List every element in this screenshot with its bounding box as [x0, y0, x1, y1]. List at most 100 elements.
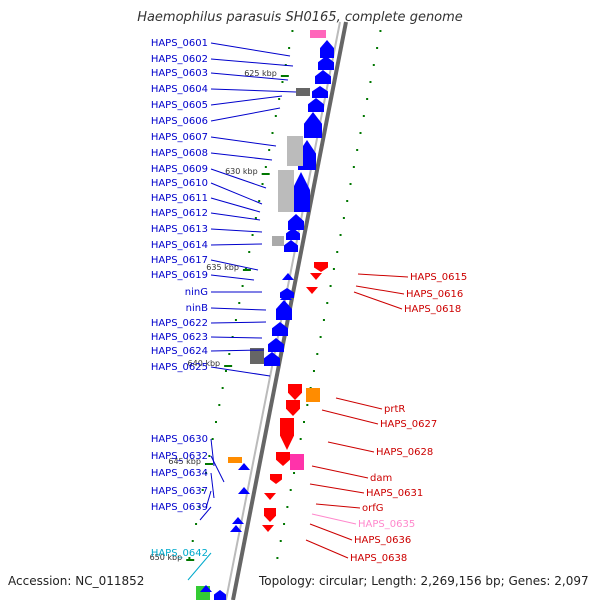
gene-feature	[312, 86, 328, 98]
left-gene-label[interactable]: HAPS_0604	[151, 84, 208, 95]
right-gene-label[interactable]: HAPS_0616	[406, 289, 463, 300]
tick-mark	[291, 30, 294, 32]
right-gene-label[interactable]: dam	[370, 473, 392, 484]
right-gene-label[interactable]: orfG	[362, 503, 384, 514]
left-gene-label[interactable]: HAPS_0632	[151, 451, 208, 462]
kbp-label: 635 kbp	[206, 263, 239, 272]
tick-mark	[332, 268, 335, 270]
left-gene-label[interactable]: HAPS_0607	[151, 132, 208, 143]
gene-feature	[272, 322, 288, 336]
gene-feature	[315, 70, 331, 84]
left-leader-line	[199, 506, 212, 521]
gene-feature	[310, 30, 326, 38]
tick-mark	[191, 540, 194, 542]
gene-feature	[268, 338, 284, 352]
small-gene-feature	[232, 517, 244, 524]
tick-mark	[306, 404, 309, 406]
right-leader-line	[327, 441, 375, 453]
tick-mark	[205, 472, 208, 474]
left-leader-line	[187, 552, 212, 581]
left-leader-line	[210, 243, 263, 246]
gene-feature	[264, 352, 280, 366]
tick-mark	[281, 81, 284, 83]
gene-feature	[288, 214, 304, 230]
left-gene-label[interactable]: HAPS_0642	[151, 548, 208, 559]
tick-mark	[372, 64, 375, 66]
right-gene-label[interactable]: HAPS_0618	[404, 304, 461, 315]
left-leader-line	[210, 228, 263, 233]
tick-mark	[286, 506, 289, 508]
tick-mark	[208, 455, 211, 457]
right-gene-label[interactable]: HAPS_0635	[358, 519, 415, 530]
right-leader-line	[305, 539, 349, 559]
right-gene-label[interactable]: HAPS_0627	[380, 419, 437, 430]
tick-mark	[276, 557, 279, 559]
gene-feature	[284, 240, 298, 252]
gene-feature	[314, 262, 328, 272]
right-gene-label[interactable]: HAPS_0636	[354, 535, 411, 546]
left-gene-label[interactable]: HAPS_0609	[151, 164, 208, 175]
left-leader-line	[210, 321, 267, 324]
left-gene-label[interactable]: HAPS_0625	[151, 362, 208, 373]
left-gene-label[interactable]: ninG	[185, 287, 208, 298]
gene-feature	[290, 454, 304, 470]
gene-feature	[228, 457, 242, 463]
left-gene-label[interactable]: ninB	[186, 303, 208, 314]
left-gene-label[interactable]: HAPS_0605	[151, 100, 208, 111]
kbp-label: 630 kbp	[225, 167, 258, 176]
tick-mark	[278, 98, 281, 100]
gene-feature	[276, 452, 290, 466]
small-gene-feature	[310, 273, 322, 280]
tick-mark	[218, 404, 221, 406]
tick-mark	[356, 149, 359, 151]
tick-mark	[264, 166, 267, 168]
left-gene-label[interactable]: HAPS_0622	[151, 318, 208, 329]
left-leader-line	[210, 472, 215, 499]
left-gene-label[interactable]: HAPS_0608	[151, 148, 208, 159]
left-gene-label[interactable]: HAPS_0603	[151, 68, 208, 79]
gene-labels: HAPS_0601 HAPS_0602 HAPS_0603 HAPS_0604 HAPS…	[151, 38, 467, 564]
tick-mark	[379, 30, 382, 32]
accession-text: Accession: NC_011852	[8, 574, 145, 588]
left-leader-line	[210, 197, 261, 213]
right-gene-label[interactable]: prtR	[384, 404, 405, 415]
left-gene-label[interactable]: HAPS_0602	[151, 54, 208, 65]
left-gene-label[interactable]: HAPS_0637	[151, 486, 208, 497]
left-gene-label[interactable]: HAPS_0606	[151, 116, 208, 127]
left-leader-line	[210, 366, 271, 377]
tick-mark	[228, 353, 231, 355]
left-gene-label[interactable]: HAPS_0617	[151, 255, 208, 266]
left-gene-label[interactable]: HAPS_0639	[151, 502, 208, 513]
tick-mark	[198, 506, 201, 508]
left-gene-label[interactable]: HAPS_0614	[151, 240, 208, 251]
left-gene-label[interactable]: HAPS_0610	[151, 178, 208, 189]
small-gene-feature	[230, 525, 242, 532]
left-gene-label[interactable]: HAPS_0624	[151, 346, 208, 357]
gene-feature	[287, 136, 303, 166]
right-gene-label[interactable]: HAPS_0628	[376, 447, 433, 458]
tick-mark	[359, 132, 362, 134]
right-gene-label[interactable]: HAPS_0615	[410, 272, 467, 283]
kbp-label: 640 kbp	[188, 359, 221, 368]
left-gene-label[interactable]: HAPS_0630	[151, 434, 208, 445]
gene-feature	[270, 474, 282, 484]
left-leader-line	[210, 107, 281, 122]
left-gene-label[interactable]: HAPS_0601	[151, 38, 208, 49]
left-gene-label[interactable]: HAPS_0612	[151, 208, 208, 219]
right-leader-line	[309, 483, 365, 494]
left-gene-label[interactable]: HAPS_0623	[151, 332, 208, 343]
left-gene-label[interactable]: HAPS_0611	[151, 193, 208, 204]
tick-mark	[319, 336, 322, 338]
right-leader-line	[309, 523, 353, 541]
tick-mark	[346, 200, 349, 202]
tick-mark	[342, 217, 345, 219]
right-gene-label[interactable]: HAPS_0638	[350, 553, 407, 564]
left-gene-label[interactable]: HAPS_0634	[151, 468, 208, 479]
gene-features	[196, 30, 334, 600]
label-leaders	[187, 42, 409, 581]
right-gene-label[interactable]: HAPS_0631	[366, 488, 423, 499]
left-leader-line	[210, 95, 283, 106]
left-gene-label[interactable]: HAPS_0619	[151, 270, 208, 281]
left-gene-label[interactable]: HAPS_0613	[151, 224, 208, 235]
tick-mark	[251, 234, 254, 236]
